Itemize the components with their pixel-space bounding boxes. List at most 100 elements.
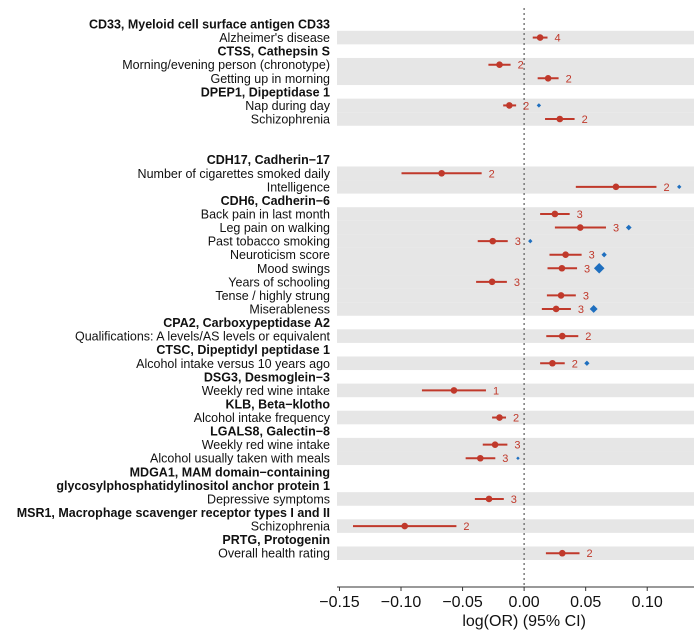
study-count-label: 3 (514, 277, 520, 289)
row-band (337, 288, 694, 303)
estimate-point (489, 237, 497, 245)
estimate-point (450, 387, 458, 394)
gene-header: MDGA1, MAM domain−containing (130, 465, 330, 479)
gene-header: DPEP1, Dipeptidase 1 (201, 85, 330, 99)
trait-label: Mood swings (257, 262, 330, 276)
estimate-point (576, 224, 584, 231)
estimate-point (552, 305, 560, 313)
trait-label: Alcohol intake frequency (194, 411, 331, 425)
estimate-point (488, 278, 496, 286)
trait-label: Overall health rating (218, 547, 330, 561)
estimate-point (485, 495, 493, 503)
trait-label: Intelligence (267, 180, 330, 194)
study-count-label: 3 (584, 263, 590, 275)
estimate-point (544, 74, 552, 82)
estimate-point (549, 359, 556, 367)
study-count-label: 2 (587, 548, 593, 560)
x-tick-label: 0.10 (632, 594, 663, 611)
study-count-label: 2 (489, 168, 495, 180)
trait-label: Morning/evening person (chronotype) (122, 58, 330, 72)
diamond-marker (601, 252, 607, 258)
row-band (337, 207, 694, 221)
trait-label: Schizophrenia (251, 112, 330, 126)
study-count-label: 3 (514, 440, 520, 452)
trait-label: Weekly red wine intake (202, 384, 330, 398)
study-count-label: 1 (493, 385, 499, 397)
gene-header: CTSC, Dipeptidyl peptidase 1 (156, 343, 330, 357)
row-band (337, 234, 694, 248)
trait-label: Leg pain on walking (220, 221, 331, 235)
row-band (337, 71, 694, 86)
study-count-label: 3 (583, 290, 589, 302)
x-axis-ticks: −0.15 −0.10 −0.05 0.00 0.05 0.10 (319, 587, 663, 611)
row-band (337, 437, 694, 452)
study-count-label: 3 (589, 250, 595, 262)
gene-header: LGALS8, Galectin−8 (210, 425, 330, 439)
estimate-point (476, 454, 484, 462)
trait-label: Back pain in last month (201, 207, 330, 221)
trait-label: Neuroticism score (230, 248, 330, 262)
row-band (337, 261, 694, 276)
estimate-point (558, 332, 566, 340)
study-count-label: 3 (613, 223, 619, 235)
study-count-label: 3 (511, 494, 517, 506)
trait-label: Schizophrenia (251, 520, 330, 534)
trait-label: Alcohol intake versus 10 years ago (136, 357, 330, 371)
gene-header: DSG3, Desmoglein−3 (204, 370, 330, 384)
study-count-label: 2 (585, 331, 591, 343)
rows: CD33, Myeloid cell surface antigen CD33A… (17, 18, 682, 561)
study-count-label: 2 (582, 114, 588, 126)
estimate-point (556, 115, 564, 123)
estimate-point (562, 251, 569, 258)
x-tick-label: 0.05 (570, 594, 601, 611)
study-count-label: 2 (663, 182, 669, 194)
row-band (337, 329, 694, 343)
x-tick-label: −0.15 (319, 594, 360, 611)
x-tick-label: −0.05 (442, 594, 483, 611)
study-count-label: 3 (577, 209, 583, 221)
row-band (337, 247, 694, 262)
row-band (337, 180, 694, 194)
row-bands (337, 30, 694, 561)
estimate-point (557, 292, 565, 299)
estimate-point (558, 549, 566, 557)
trait-label: Qualifications: A levels/AS levels or eq… (75, 330, 331, 344)
trait-label: Depressive symptoms (207, 492, 330, 506)
gene-header: glycosylphosphatidylinositol anchor prot… (56, 479, 330, 493)
estimate-point (491, 441, 499, 448)
estimate-point (612, 183, 620, 191)
trait-label: Years of schooling (228, 275, 330, 289)
estimate-point (536, 34, 544, 41)
x-tick-label: −0.10 (381, 594, 422, 611)
gene-header: KLB, Beta−klotho (225, 397, 330, 411)
row-band (337, 492, 694, 506)
study-count-label: 2 (523, 100, 529, 112)
study-count-label: 3 (515, 236, 521, 248)
row-band (337, 451, 694, 466)
study-count-label: 3 (502, 453, 508, 465)
study-count-label: 3 (578, 304, 584, 316)
x-tick-label: 0.00 (509, 594, 540, 611)
trait-label: Nap during day (245, 99, 331, 113)
estimate-point (496, 414, 503, 421)
trait-label: Alzheimer's disease (219, 31, 330, 45)
row-band (337, 166, 694, 181)
trait-label: Number of cigarettes smoked daily (138, 167, 331, 181)
row-band (337, 546, 694, 561)
row-band (337, 30, 694, 45)
x-axis-title: log(OR) (95% CI) (462, 613, 586, 630)
gene-header: CDH17, Cadherin−17 (207, 153, 330, 167)
trait-label: Weekly red wine intake (202, 438, 330, 452)
row-band (337, 275, 694, 289)
estimate-point (558, 264, 566, 272)
diamond-marker (528, 238, 533, 244)
row-band (337, 302, 694, 316)
trait-label: Past tobacco smoking (208, 235, 330, 249)
row-band (337, 220, 694, 235)
row-band (337, 356, 694, 371)
row-band (337, 383, 694, 398)
study-count-label: 4 (555, 33, 561, 45)
diamond-marker (677, 184, 682, 190)
estimate-point (496, 61, 503, 69)
